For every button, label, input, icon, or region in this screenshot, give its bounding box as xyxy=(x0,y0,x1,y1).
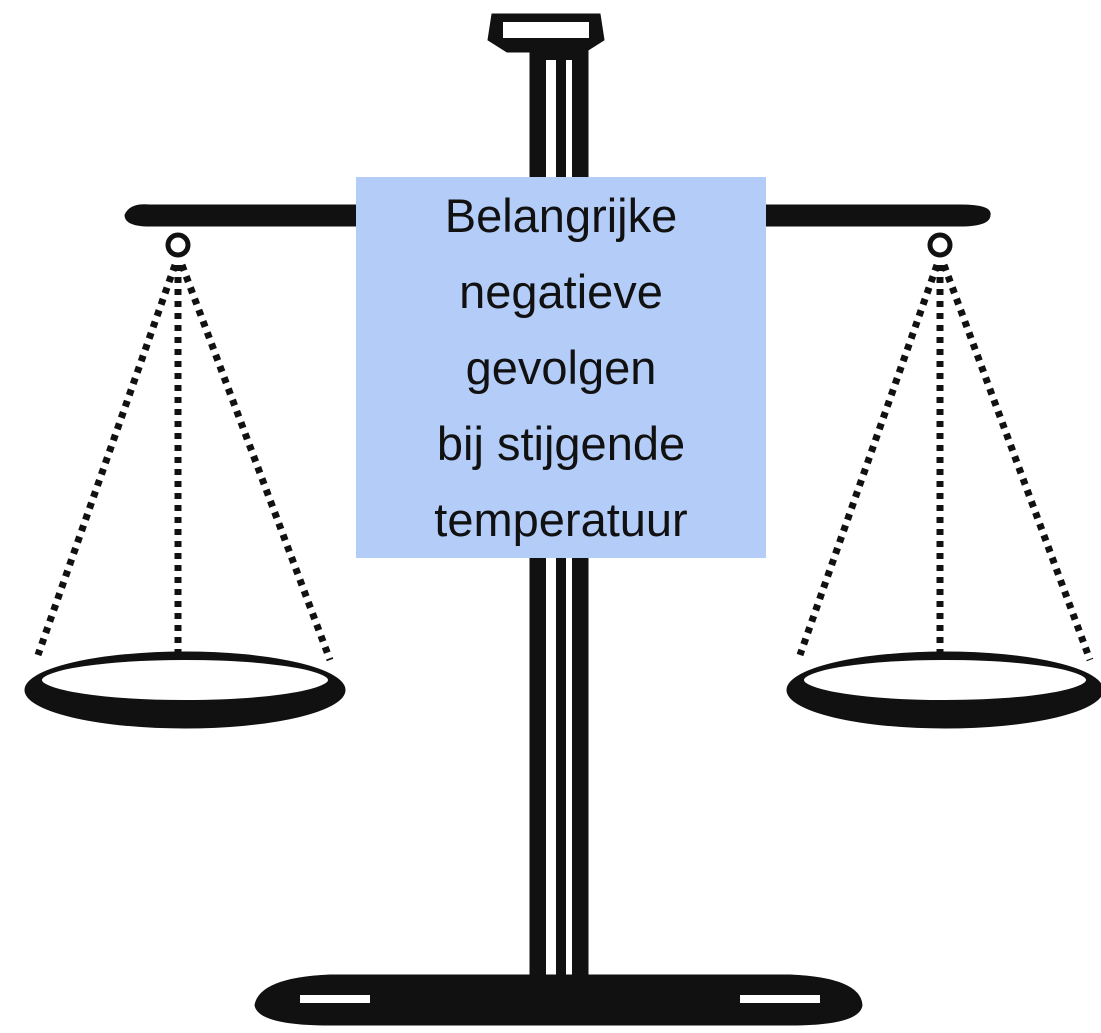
left-chains xyxy=(38,265,330,700)
page: Belangrijke negatieve gevolgen bij stijg… xyxy=(0,0,1101,1033)
label-line: Belangrijke xyxy=(445,178,678,254)
label-box: Belangrijke negatieve gevolgen bij stijg… xyxy=(356,177,766,558)
label-line: negatieve xyxy=(459,254,663,330)
label-line: bij stijgende xyxy=(437,406,685,482)
label-line: temperatuur xyxy=(434,482,687,558)
label-line: gevolgen xyxy=(466,330,657,406)
right-chains xyxy=(800,265,1090,700)
